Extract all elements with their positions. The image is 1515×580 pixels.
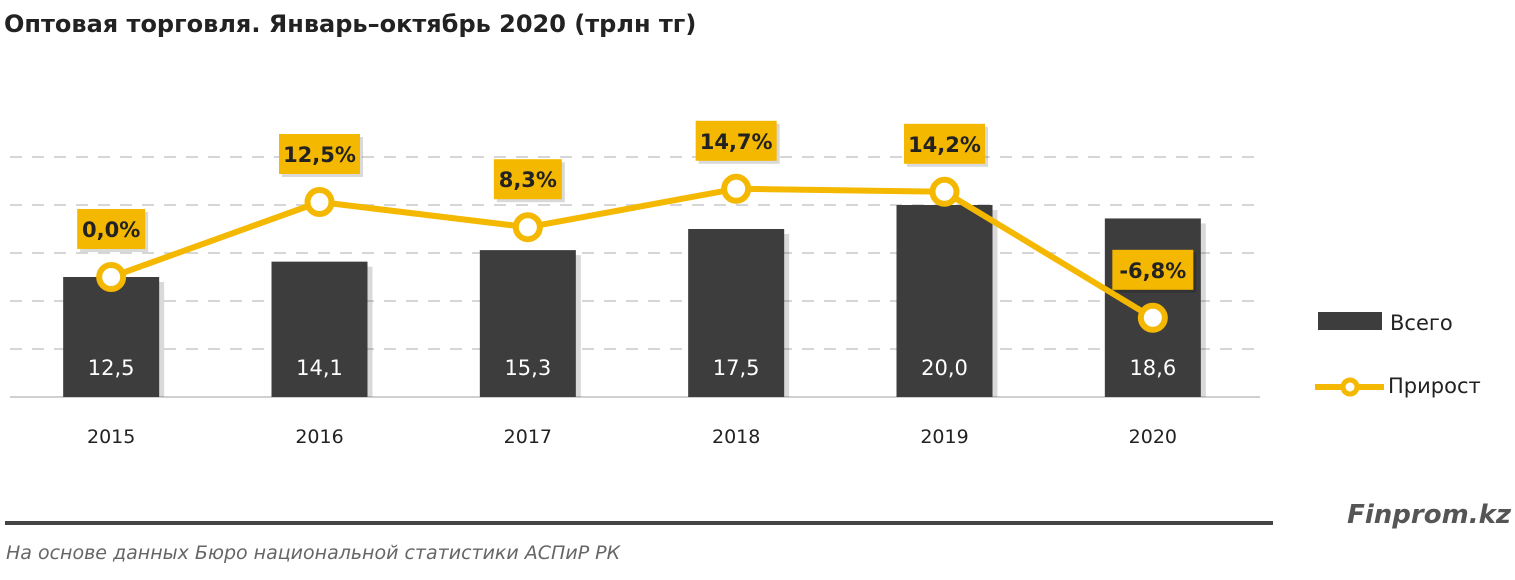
growth-point xyxy=(721,173,752,204)
growth-label-box xyxy=(77,209,146,249)
bar-value-label: 20,0 xyxy=(921,356,968,380)
growth-value-label: 14,2% xyxy=(908,133,981,157)
x-tick-label: 2020 xyxy=(1129,426,1177,448)
growth-label-box xyxy=(493,159,562,200)
brand-logo: Finprom.kz xyxy=(1347,500,1511,530)
bar-value-label: 17,5 xyxy=(713,356,760,380)
growth-line xyxy=(110,185,1155,321)
growth-label-box xyxy=(1112,249,1194,290)
x-tick-label: 2017 xyxy=(504,426,552,448)
growth-label-box xyxy=(695,120,777,161)
x-tick-label: 2019 xyxy=(920,426,968,448)
divider xyxy=(5,521,1273,525)
growth-point xyxy=(1137,302,1168,333)
growth-label-box xyxy=(904,123,985,164)
growth-point xyxy=(304,187,335,217)
x-tick-label: 2018 xyxy=(712,426,760,448)
growth-point xyxy=(96,262,127,292)
growth-value-label: -6,8% xyxy=(1119,259,1186,283)
bar-value-label: 12,5 xyxy=(88,356,135,380)
x-tick-label: 2015 xyxy=(87,426,135,448)
bar xyxy=(479,250,576,397)
legend-label-growth: Прирост xyxy=(1388,374,1481,398)
growth-point xyxy=(512,212,543,243)
bar-value-label: 18,6 xyxy=(1129,356,1176,380)
bar xyxy=(896,205,993,397)
bar xyxy=(688,229,785,397)
bar-value-label: 15,3 xyxy=(504,356,551,380)
legend-bar-swatch xyxy=(1318,312,1382,330)
growth-point xyxy=(929,176,960,207)
growth-value-label: 12,5% xyxy=(283,143,356,167)
growth-value-label: 14,7% xyxy=(700,130,773,154)
source-note: На основе данных Бюро национальной стати… xyxy=(6,542,621,564)
bar-value-label: 14,1 xyxy=(296,356,343,380)
growth-label-box xyxy=(279,134,360,174)
x-tick-label: 2016 xyxy=(295,426,343,448)
legend-label-total: Всего xyxy=(1390,311,1453,335)
chart-title: Оптовая торговля. Январь–октябрь 2020 (т… xyxy=(4,10,697,38)
growth-value-label: 0,0% xyxy=(82,218,140,242)
growth-value-label: 8,3% xyxy=(499,168,557,192)
bar xyxy=(271,261,368,397)
legend-line-marker xyxy=(1340,377,1360,397)
bar xyxy=(63,277,160,397)
